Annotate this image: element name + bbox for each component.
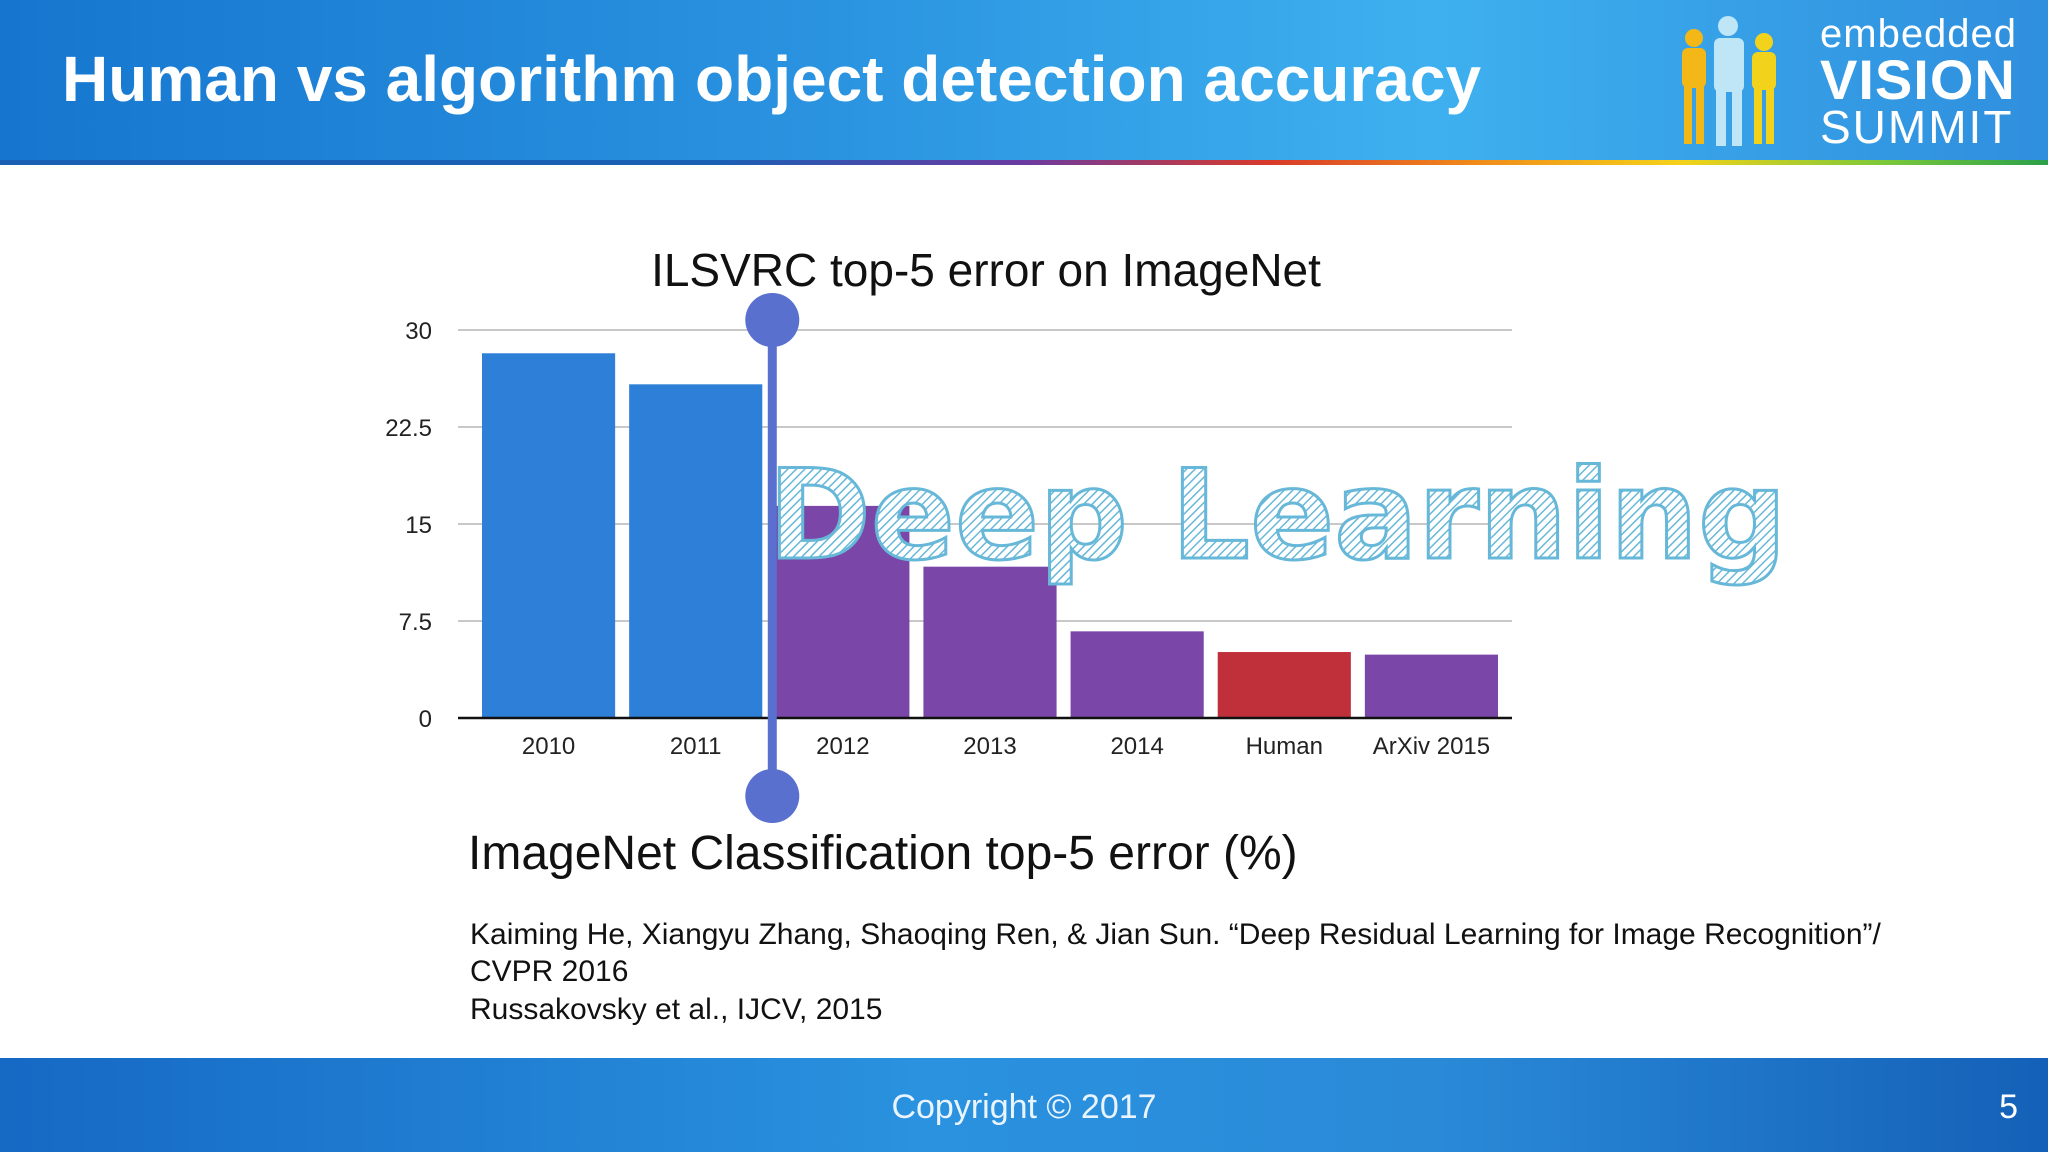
- divider-top-handle: [745, 293, 800, 347]
- page-number: 5: [1999, 1088, 2018, 1126]
- bar-human: [1217, 652, 1351, 718]
- bar-2011: [629, 384, 763, 718]
- bar-2013: [923, 566, 1057, 718]
- x-tick-label: 2011: [670, 733, 722, 760]
- footer-bar: [0, 1058, 2048, 1152]
- header-bar: [0, 0, 2048, 160]
- y-tick-label: 15: [405, 512, 432, 539]
- header-divider: [0, 160, 2048, 165]
- chart-title: ILSVRC top-5 error on ImageNet: [651, 244, 1321, 296]
- x-tick-label: 2010: [522, 733, 575, 760]
- x-tick-label: Human: [1246, 733, 1323, 760]
- copyright-text: Copyright © 2017: [891, 1088, 1157, 1126]
- reference-russakovsky: Russakovsky et al., IJCV, 2015: [470, 993, 883, 1026]
- y-tick-label: 22.5: [385, 415, 432, 442]
- bar-2012: [776, 505, 910, 718]
- logo-line-embedded: embedded: [1820, 12, 2018, 56]
- deep-learning-divider: [745, 293, 800, 823]
- slide-title: Human vs algorithm object detection accu…: [62, 43, 1482, 115]
- bar-arxiv-2015: [1364, 654, 1498, 718]
- x-tick-label: 2013: [963, 733, 1016, 760]
- x-tick-label: 2014: [1110, 733, 1163, 760]
- reference-he-line1: Kaiming He, Xiangyu Zhang, Shaoqing Ren,…: [470, 918, 1881, 951]
- logo-text: embedded VISION SUMMIT: [1820, 14, 2017, 150]
- bar-2010: [482, 353, 616, 718]
- bar-2014: [1070, 631, 1204, 718]
- x-axis-ticks: 2010 2011 2012 2013 2014 Human ArXiv 2015: [522, 733, 1490, 760]
- x-tick-label: ArXiv 2015: [1373, 733, 1490, 760]
- chart-bars: [482, 353, 1498, 718]
- y-tick-label: 30: [405, 318, 432, 345]
- x-tick-label: 2012: [816, 733, 869, 760]
- y-axis-ticks: 30 22.5 15 7.5 0: [385, 318, 432, 733]
- chart-caption: ImageNet Classification top-5 error (%): [468, 827, 1298, 880]
- logo-line-vision: VISION: [1820, 48, 2016, 111]
- embedded-vision-summit-logo: [1682, 16, 1776, 146]
- reference-he-line2: CVPR 2016: [470, 955, 629, 988]
- deep-learning-overlay: Deep Learning: [768, 444, 1787, 588]
- divider-bottom-handle: [745, 769, 800, 823]
- y-tick-label: 7.5: [399, 609, 432, 636]
- y-tick-label: 0: [419, 706, 432, 733]
- logo-line-summit: SUMMIT: [1820, 101, 2014, 153]
